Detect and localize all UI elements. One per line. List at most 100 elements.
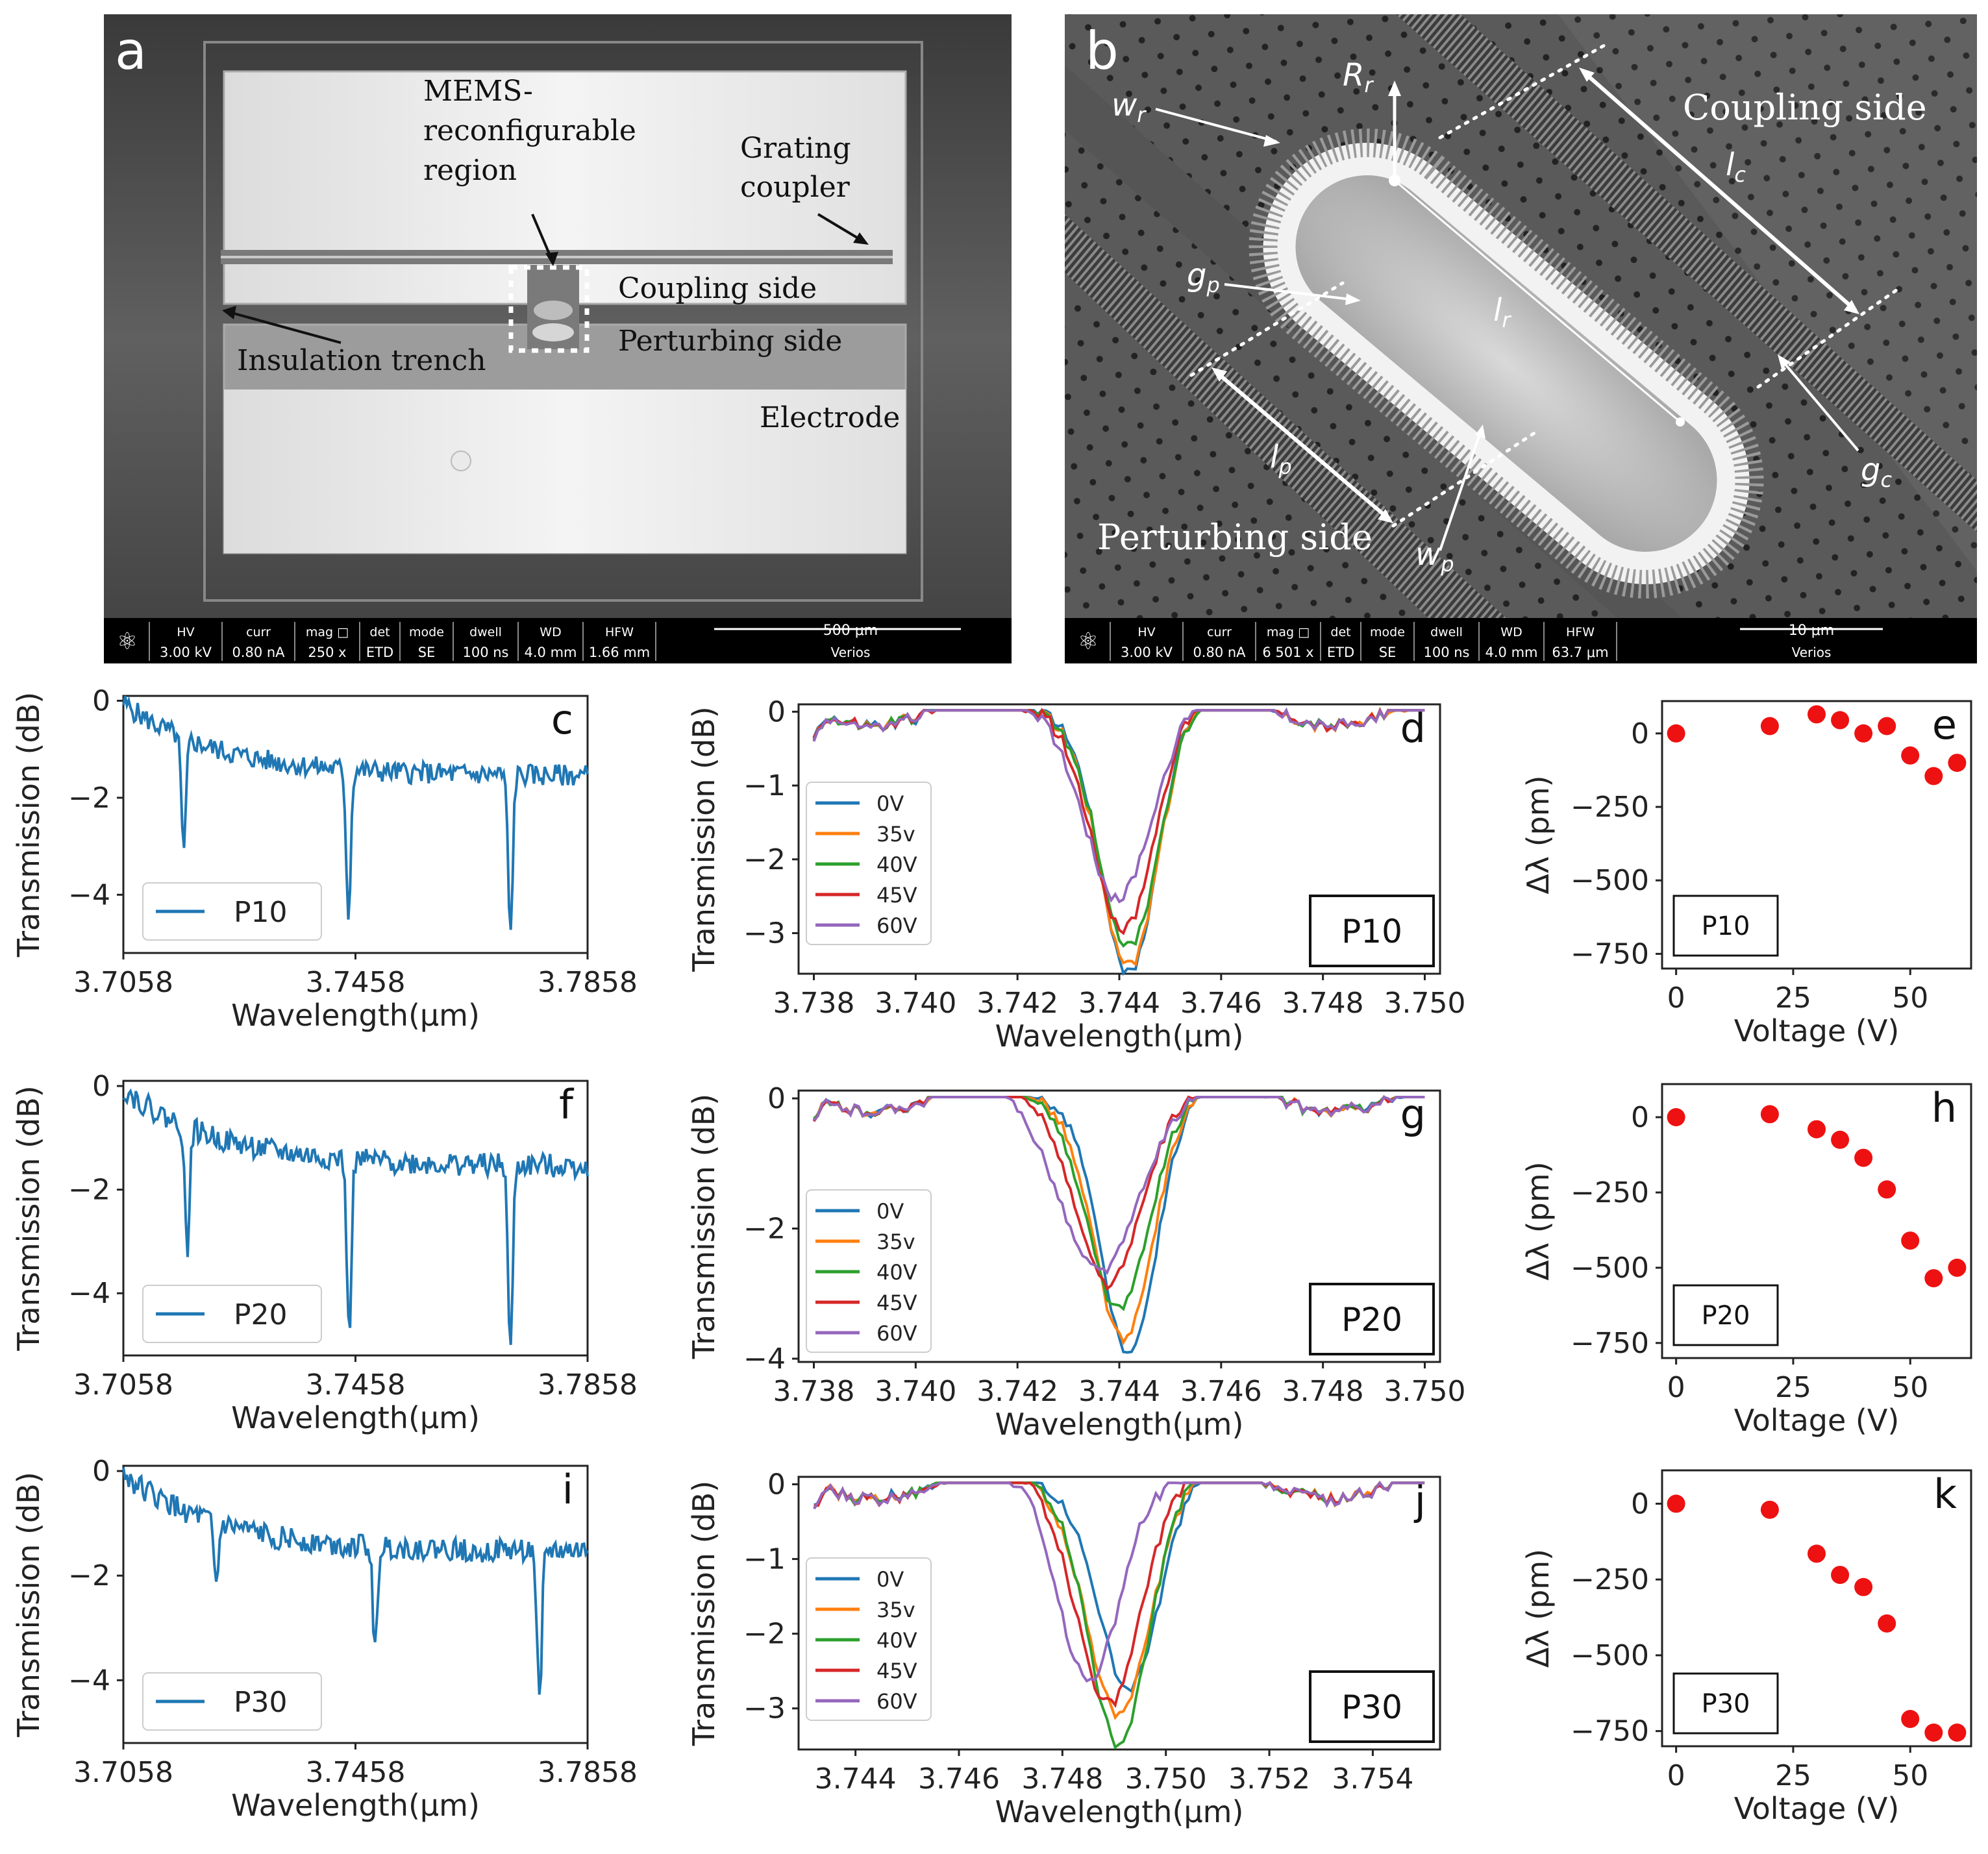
x-tick-label: 3.750 <box>1125 1762 1207 1796</box>
y-tick-label: −2 <box>743 1618 786 1651</box>
x-tick-label: 50 <box>1892 1371 1928 1404</box>
scalebar-b-label: 10 μm <box>1789 623 1834 639</box>
infobar_b-hdr-7: HFW <box>1566 625 1595 639</box>
svg-text:lc: lc <box>1726 147 1746 187</box>
infobar_a-val-5: 100 ns <box>462 645 508 660</box>
legend-label-40V: 40V <box>876 852 917 877</box>
legend-label-40V: 40V <box>876 1628 917 1653</box>
panel-a: a MEMS- reconfigurable region Grating co… <box>104 14 1012 663</box>
x-axis-label: Voltage (V) <box>1734 1403 1900 1438</box>
legend-label-45V: 45V <box>876 1291 917 1315</box>
y-tick-label: −750 <box>1571 1327 1649 1360</box>
label-coupling-side-b: Coupling side <box>1683 87 1927 128</box>
legend-label-0V: 0V <box>876 1199 904 1224</box>
data-point <box>1948 1258 1967 1277</box>
tag-label: P30 <box>1701 1689 1750 1719</box>
legend-label-0V: 0V <box>876 1567 904 1592</box>
data-point <box>1854 724 1873 743</box>
data-point <box>1667 724 1685 743</box>
y-tick-label: 0 <box>767 1468 786 1502</box>
label-wr-sub: r <box>1137 103 1147 127</box>
y-axis-label: Transmission (dB) <box>11 692 46 958</box>
infobar-b-fields: HV 3.00 kV curr 0.80 nA mag □ 6 501 x det ETD mo… <box>1110 622 1617 661</box>
label-wr: w <box>1112 87 1137 123</box>
svg-text:⚛: ⚛ <box>117 628 138 655</box>
panel-b: b Rr wr gp lr lc lp gc wp Coupling side … <box>1065 14 1977 663</box>
x-tick-label: 0 <box>1667 982 1685 1015</box>
x-tick-label: 25 <box>1775 1759 1811 1792</box>
data-point <box>1854 1148 1873 1167</box>
chart-j: 3.744 3.746 3.748 3.750 3.752 3.754 0 −1 −2 −3 Wav… <box>686 1468 1441 1829</box>
label-lc-sub: c <box>1734 162 1746 187</box>
y-axis-label: Transmission (dB) <box>686 706 721 972</box>
label-grating: Grating <box>740 132 851 165</box>
y-axis-label: Transmission (dB) <box>11 1472 46 1737</box>
label-rr: R <box>1343 57 1364 93</box>
panel-letter-h: h <box>1932 1084 1957 1131</box>
chart-d: 3.738 3.740 3.742 3.744 3.746 3.748 3.750 0 −1 −2… <box>686 695 1465 1054</box>
x-axis-label: Wavelength(μm) <box>231 1788 480 1823</box>
infobar_b-hdr-5: dwell <box>1430 625 1463 639</box>
x-axis-label: Voltage (V) <box>1734 1013 1900 1048</box>
y-axis-label: Transmission (dB) <box>686 1481 721 1746</box>
y-tick-label: −2 <box>68 782 110 815</box>
y-tick-label: −2 <box>68 1174 110 1207</box>
infobar_b-val-4: SE <box>1379 645 1397 660</box>
tag-box <box>1672 1284 1779 1346</box>
infobar_a-val-1: 0.80 nA <box>232 645 285 660</box>
legend-label-35v: 35v <box>876 822 915 847</box>
series-line-60V <box>812 707 1425 904</box>
arrow-gc <box>1779 357 1859 452</box>
racetrack-ring <box>1249 129 1764 599</box>
legend-label-60V: 60V <box>876 913 917 938</box>
legend-label-60V: 60V <box>876 1689 917 1714</box>
arrow-gp <box>1224 283 1356 301</box>
x-axis-label: Wavelength(μm) <box>231 998 480 1033</box>
bottom-electrode-pad <box>224 389 906 553</box>
chart-f: 3.7058 3.7458 3.7858 0 −2 −4 Wavelength(μm) Tra… <box>11 1070 638 1435</box>
svg-text:⚛: ⚛ <box>1078 628 1099 655</box>
infobar_a-val-4: SE <box>418 645 436 660</box>
x-tick-label: 3.738 <box>773 987 855 1020</box>
tag-box <box>1309 1670 1435 1743</box>
x-tick-label: 3.750 <box>1384 987 1465 1020</box>
chart-h: 0 25 50 0 −250 −500 −750 Voltage (V) Δλ (pm) h P20 <box>1521 1083 1972 1438</box>
x-tick-label: 3.744 <box>1078 987 1160 1020</box>
x-tick-label: 3.7458 <box>306 1756 406 1789</box>
series-line-P10 <box>122 695 589 930</box>
data-point <box>1901 1710 1920 1728</box>
infobar_b-hdr-3: det <box>1330 625 1350 639</box>
svg-text:wp: wp <box>1415 536 1454 576</box>
legend-box <box>142 1672 322 1731</box>
x-tick-label: 0 <box>1667 1371 1685 1404</box>
legend-label-45V: 45V <box>876 1659 917 1683</box>
x-axis-label: Voltage (V) <box>1734 1791 1900 1826</box>
x-tick-label: 3.742 <box>976 1375 1058 1408</box>
data-point <box>1878 717 1896 735</box>
data-point <box>1878 1180 1896 1199</box>
infobar_b-hdr-1: curr <box>1207 625 1232 639</box>
x-tick-label: 0 <box>1667 1759 1685 1792</box>
x-axis-label: Wavelength(μm) <box>995 1407 1244 1442</box>
x-tick-label: 3.7058 <box>73 1756 173 1789</box>
y-tick-label: 0 <box>92 684 110 717</box>
panel-b-letter: b <box>1086 21 1119 81</box>
label-coupling-side-a: Coupling side <box>618 272 817 305</box>
data-point <box>1831 711 1850 730</box>
y-tick-label: −2 <box>743 843 786 876</box>
label-lr-sub: r <box>1502 308 1511 332</box>
data-point <box>1760 717 1779 735</box>
label-mems-2: reconfigurable <box>423 114 636 147</box>
mems-region-box <box>508 265 590 353</box>
x-tick-label: 3.7858 <box>538 966 638 999</box>
svg-text:gc: gc <box>1861 452 1892 492</box>
y-tick-label: 0 <box>1631 1487 1649 1520</box>
coupling-grating <box>1396 14 1977 532</box>
x-tick-label: 3.746 <box>1180 1375 1262 1408</box>
data-point <box>1901 746 1920 765</box>
infobar_a-hdr-2: mag □ <box>306 625 349 639</box>
legend-label-60V: 60V <box>876 1321 917 1346</box>
label-lp: l <box>1270 439 1279 475</box>
infobar_a-hdr-1: curr <box>246 625 271 639</box>
